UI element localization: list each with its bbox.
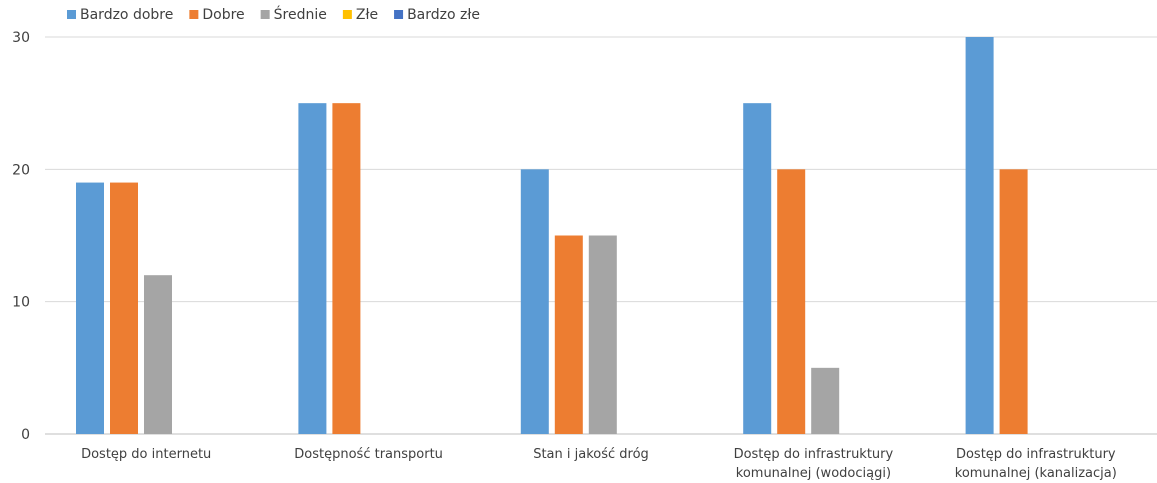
bar-2-cat-1 [110, 182, 138, 434]
legend-swatch [342, 10, 352, 19]
x-tick-label: komunalnej (wodociągi) [736, 466, 891, 481]
y-tick-label: 10 [12, 295, 30, 311]
bar-2-cat-3 [554, 235, 583, 434]
legend-entry-label: Bardzo złe [407, 7, 480, 23]
bar-2-cat-5 [999, 169, 1028, 435]
bar-2-cat-2 [332, 103, 361, 435]
bar-1-cat-1 [76, 182, 104, 434]
legend-entry-label: Złe [356, 7, 378, 23]
bar-1-cat-2 [298, 103, 327, 435]
y-tick-label: 20 [12, 162, 30, 178]
bar-3-cat-3 [588, 235, 617, 434]
x-tick-label: komunalnej (kanalizacja) [955, 466, 1117, 481]
bars [76, 37, 1028, 435]
bar-1-cat-5 [965, 37, 994, 434]
bar-3-cat-4 [811, 367, 840, 434]
y-tick-label: 30 [12, 30, 30, 46]
x-tick-label: Stan i jakość dróg [533, 447, 649, 462]
x-tick-label: Dostęp do infrastruktury [734, 447, 894, 462]
x-tick-label: Dostępność transportu [294, 447, 443, 462]
x-tick-label: Dostęp do internetu [81, 447, 211, 462]
legend-swatch [260, 10, 270, 19]
y-axis-ticks: 0 10 20 30 [12, 30, 30, 443]
legend: Bardzo dobre Dobre Średnie Złe Bardzo złe [67, 5, 480, 23]
bar-1-cat-4 [743, 103, 772, 435]
bar-2-cat-4 [777, 169, 806, 435]
y-tick-label: 0 [21, 427, 30, 443]
legend-entry-label: Średnie [274, 5, 327, 23]
x-tick-label: Dostęp do infrastruktury [956, 447, 1116, 462]
legend-swatch [67, 10, 76, 19]
bar-3-cat-1 [144, 275, 172, 434]
legend-entry-label: Dobre [202, 7, 244, 23]
legend-swatch [189, 10, 199, 19]
legend-entry-label: Bardzo dobre [80, 7, 173, 23]
bar-1-cat-3 [520, 169, 549, 435]
legend-swatch [394, 10, 404, 19]
x-axis-labels: Dostęp do internetu Dostępność transportu… [81, 447, 1117, 481]
